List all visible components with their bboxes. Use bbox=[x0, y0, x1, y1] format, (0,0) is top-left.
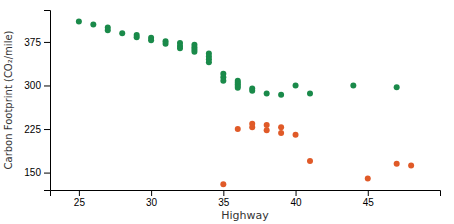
tick-label: 25 bbox=[74, 197, 86, 208]
y-axis-title: Carbon Footprint (CO₂/mile) bbox=[3, 30, 14, 169]
tick-label: 150 bbox=[24, 167, 41, 178]
point bbox=[191, 49, 197, 55]
tick: 35 bbox=[218, 190, 230, 208]
tick-mark bbox=[79, 190, 80, 196]
tick-mark bbox=[44, 129, 50, 130]
tick-mark bbox=[223, 190, 224, 196]
point bbox=[293, 82, 299, 88]
axis-line bbox=[51, 191, 441, 197]
tick-mark bbox=[44, 42, 50, 43]
point bbox=[148, 37, 154, 43]
point bbox=[177, 45, 183, 51]
tick-label: 40 bbox=[290, 197, 302, 208]
point bbox=[394, 84, 400, 90]
tick-label: 300 bbox=[24, 80, 41, 91]
point bbox=[307, 91, 313, 97]
point bbox=[307, 158, 313, 164]
point bbox=[365, 175, 371, 181]
tick-label: 375 bbox=[24, 37, 41, 48]
point bbox=[264, 127, 270, 133]
point bbox=[90, 22, 96, 28]
point bbox=[220, 78, 226, 84]
point bbox=[76, 19, 82, 25]
tick: 300 bbox=[24, 80, 50, 91]
point bbox=[206, 59, 212, 65]
tick: 40 bbox=[290, 190, 302, 208]
series bbox=[76, 19, 400, 98]
point bbox=[105, 27, 111, 33]
tick-label: 30 bbox=[146, 197, 158, 208]
tick-mark bbox=[44, 173, 50, 174]
point bbox=[235, 85, 241, 91]
tick-mark bbox=[368, 190, 369, 196]
chart: 25 30 35 40 45 150 225 300 375 Highway Carbon Foot… bbox=[0, 0, 454, 224]
y-axis: 150 225 300 375 bbox=[24, 11, 50, 191]
tick: 30 bbox=[146, 190, 158, 208]
point bbox=[408, 163, 414, 169]
tick: 45 bbox=[363, 190, 375, 208]
point bbox=[249, 88, 255, 94]
tick: 225 bbox=[24, 124, 50, 135]
point bbox=[278, 92, 284, 98]
point bbox=[264, 122, 270, 128]
point bbox=[134, 34, 140, 40]
point bbox=[163, 41, 169, 47]
tick-label: 225 bbox=[24, 124, 41, 135]
point bbox=[235, 126, 241, 132]
tick: 150 bbox=[24, 167, 50, 178]
tick: 25 bbox=[74, 190, 86, 208]
tick-label: 35 bbox=[218, 197, 230, 208]
tick-mark bbox=[296, 190, 297, 196]
point bbox=[119, 30, 125, 36]
point bbox=[278, 130, 284, 136]
point bbox=[394, 161, 400, 167]
x-axis: 25 30 35 40 45 bbox=[51, 190, 441, 208]
tick-label: 45 bbox=[363, 197, 375, 208]
plot: 25 30 35 40 45 150 225 300 375 bbox=[24, 11, 440, 209]
point bbox=[264, 91, 270, 97]
x-axis-title: Highway bbox=[221, 209, 269, 222]
point bbox=[350, 82, 356, 88]
marks bbox=[76, 19, 414, 188]
point bbox=[278, 124, 284, 130]
tick: 375 bbox=[24, 37, 50, 48]
axis-line bbox=[44, 11, 51, 191]
point bbox=[220, 181, 226, 187]
point bbox=[293, 132, 299, 138]
point bbox=[249, 124, 255, 130]
tick-mark bbox=[44, 85, 50, 86]
series bbox=[220, 121, 414, 187]
tick-mark bbox=[151, 190, 152, 196]
